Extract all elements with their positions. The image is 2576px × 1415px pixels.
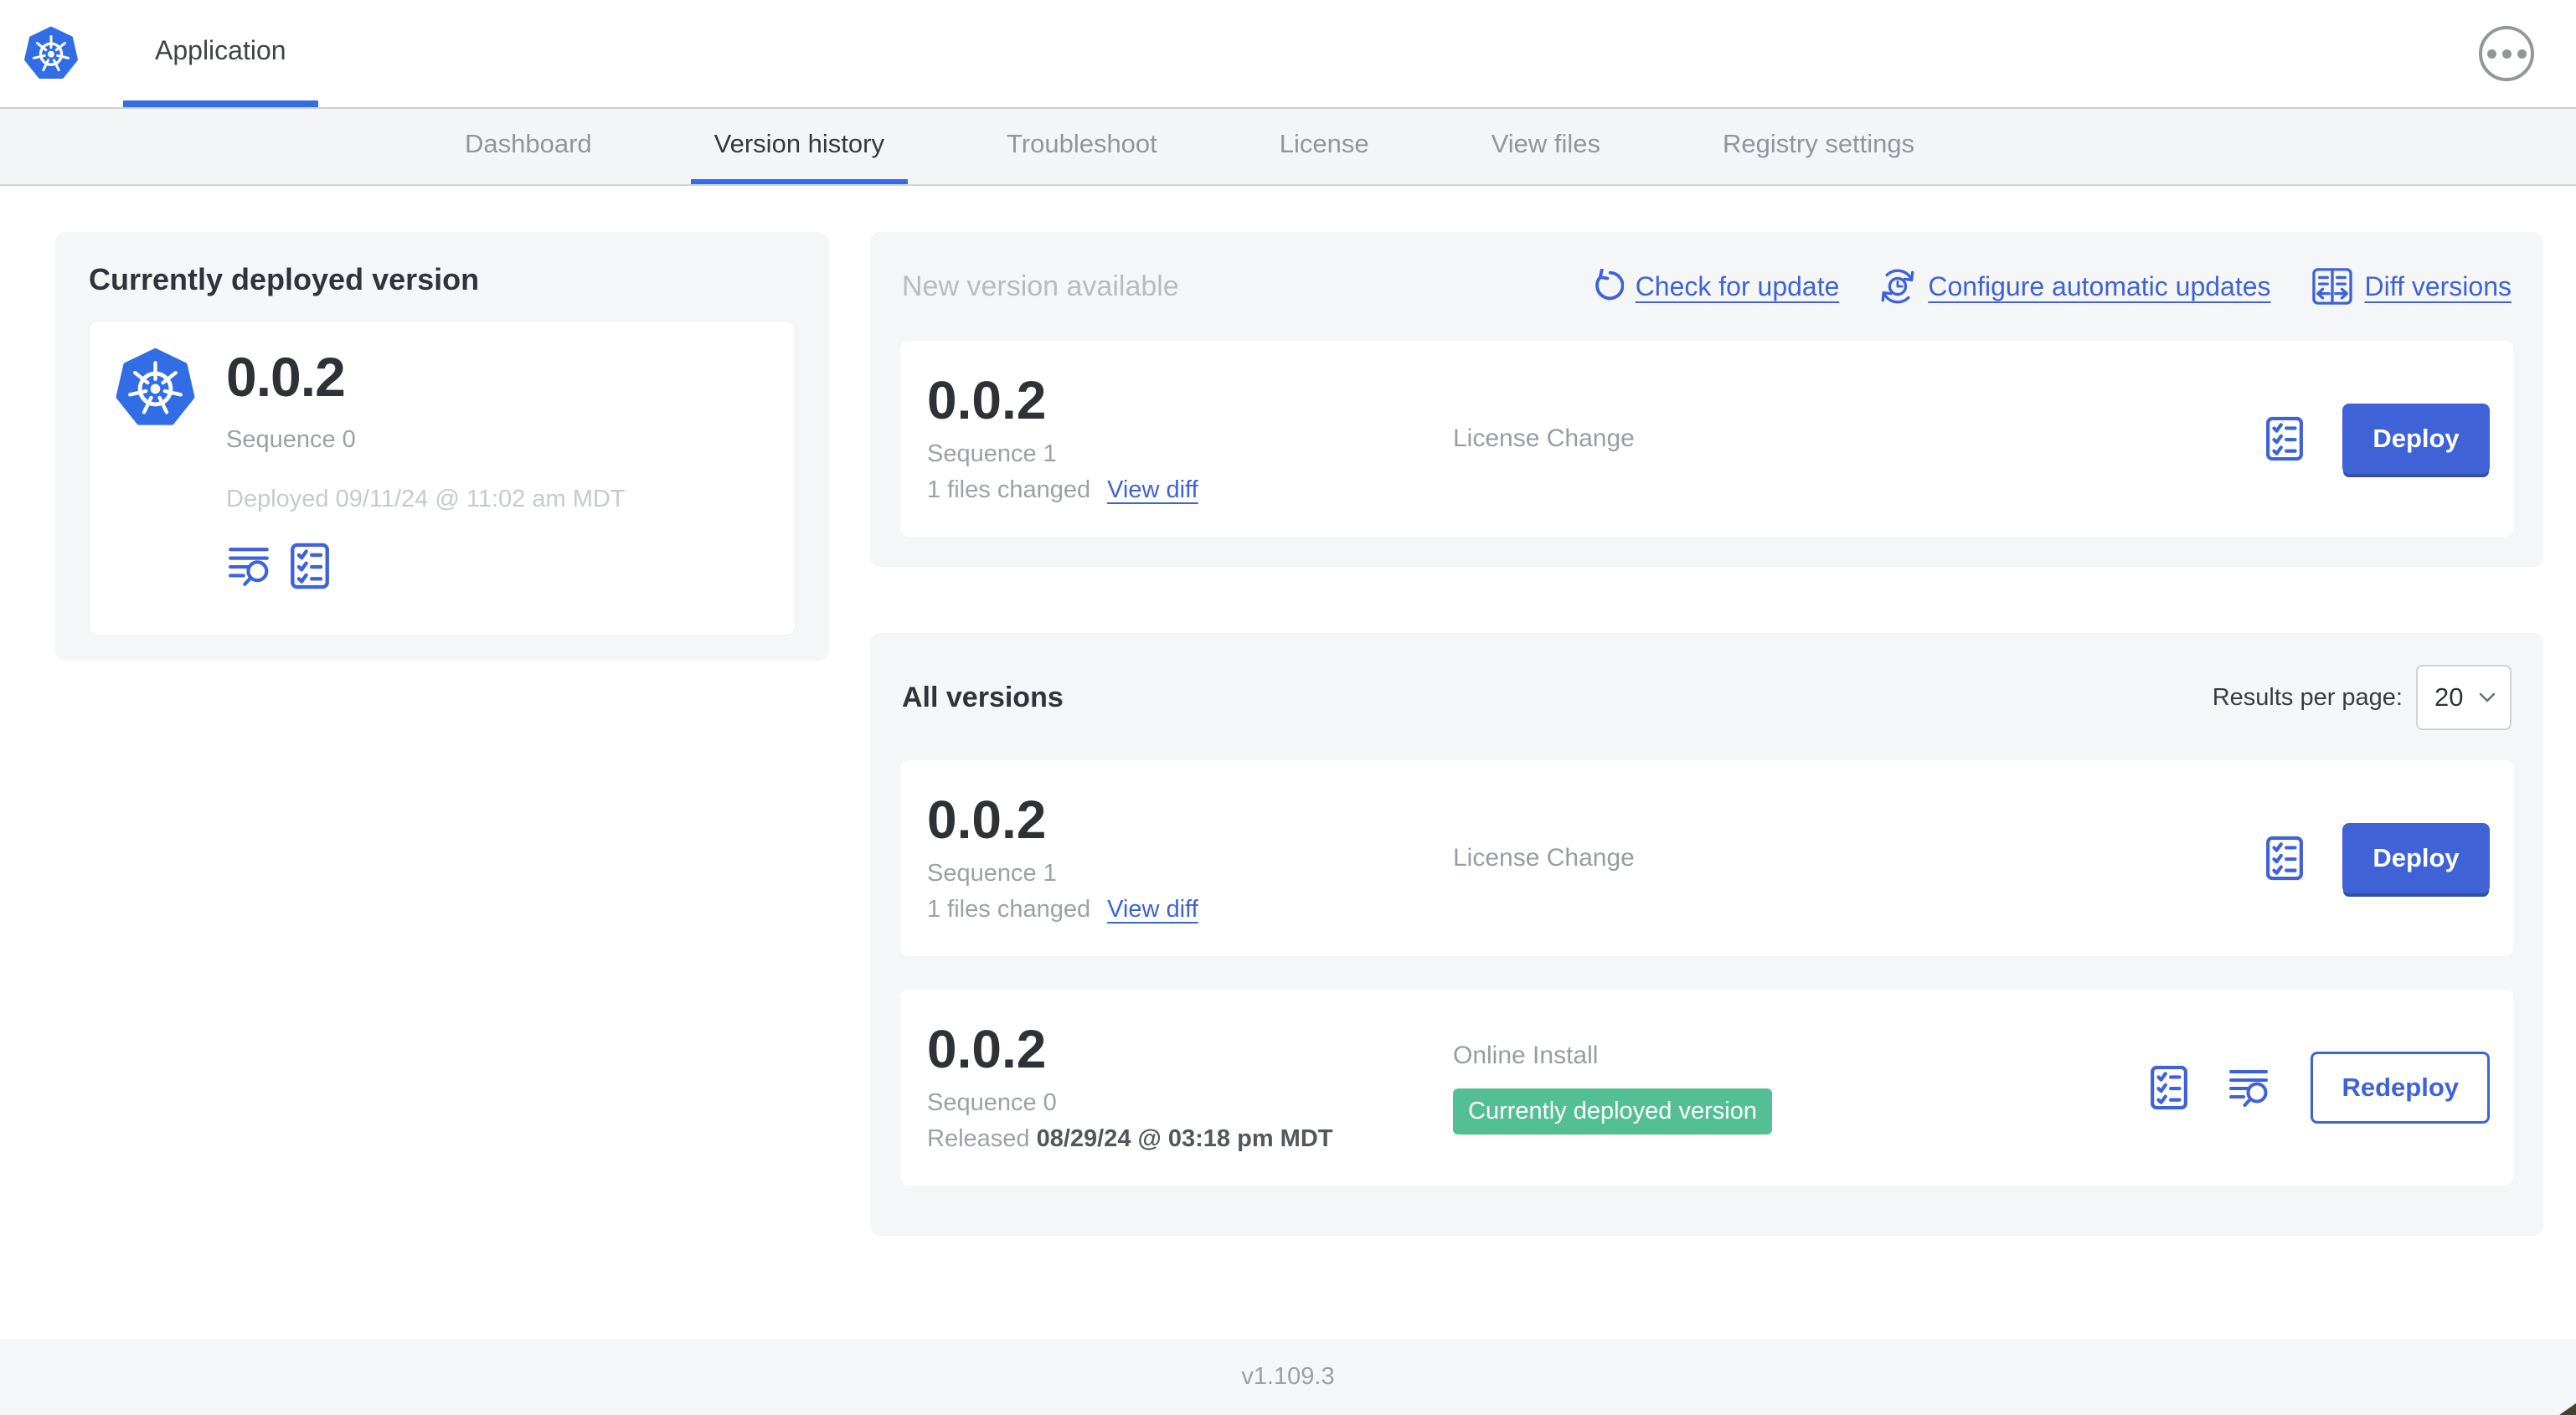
logs-icon (2229, 1070, 2269, 1107)
checklist-icon (2266, 836, 2303, 881)
more-menu-button[interactable] (2479, 26, 2534, 81)
app-tab-label: Application (155, 34, 286, 65)
new-version-header: New version available Check for update (902, 267, 2512, 306)
logs-icon (229, 548, 269, 587)
deploy-button[interactable]: Deploy (2342, 404, 2490, 474)
currently-deployed-card: 0.0.2 Sequence 0 Deployed 09/11/24 @ 11:… (89, 321, 796, 635)
new-version-row: 0.0.2 Sequence 1 1 files changed View di… (900, 341, 2513, 537)
version-number: 0.0.2 (927, 1019, 1047, 1079)
version-source-block: Online Install Currently deployed versio… (1453, 1042, 2150, 1135)
deploy-button[interactable]: Deploy (2342, 823, 2490, 893)
results-per-page-select[interactable]: 20 (2416, 665, 2512, 730)
view-logs-button[interactable] (226, 544, 273, 588)
version-row-actions: Redeploy (2150, 1052, 2490, 1124)
currently-deployed-badge: Currently deployed version (1453, 1088, 1772, 1135)
refresh-icon (1595, 269, 1624, 301)
preflight-checks-button[interactable] (2265, 415, 2304, 462)
files-changed-label: 1 files changed (927, 896, 1091, 923)
footer: v1.109.3 (0, 1339, 2576, 1415)
version-row-actions: Deploy (2265, 823, 2490, 893)
checklist-icon (2266, 416, 2303, 461)
tab-license[interactable]: License (1279, 129, 1369, 158)
all-versions-title: All versions (902, 681, 1064, 713)
currently-deployed-title: Currently deployed version (89, 262, 480, 296)
footer-version: v1.109.3 (1241, 1363, 1335, 1390)
tab-troubleshoot[interactable]: Troubleshoot (1006, 129, 1157, 158)
tab-dashboard[interactable]: Dashboard (465, 129, 592, 158)
clock-refresh-icon (1882, 269, 1914, 304)
sequence-label: Sequence 1 (927, 440, 1057, 467)
version-source-label: License Change (1453, 424, 1635, 452)
preflight-checks-button[interactable] (2265, 835, 2304, 882)
released-timestamp: Released 08/29/24 @ 03:18 pm MDT (927, 1125, 1453, 1153)
diff-versions-label: Diff versions (2364, 270, 2512, 301)
all-versions-panel: All versions Results per page: 20 0.0.2 … (870, 633, 2543, 1236)
secondary-nav: Dashboard Version history Troubleshoot L… (0, 107, 2576, 186)
results-per-page-value: 20 (2434, 682, 2464, 712)
view-logs-button[interactable] (2227, 1067, 2272, 1109)
preflight-checks-button[interactable] (290, 542, 330, 590)
app-tab-application[interactable]: Application (123, 0, 318, 107)
check-for-update-link[interactable]: Check for update (1589, 269, 1840, 304)
version-row-actions: Deploy (2265, 404, 2490, 474)
tab-version-history[interactable]: Version history (690, 109, 908, 184)
kubernetes-logo-icon (24, 26, 78, 80)
sequence-label: Sequence 1 (927, 860, 1057, 887)
all-versions-header: All versions Results per page: 20 (902, 665, 2512, 730)
version-info: 0.0.2 Sequence 0 Released 08/29/24 @ 03:… (927, 1022, 1453, 1153)
currently-deployed-info: 0.0.2 Sequence 0 Deployed 09/11/24 @ 11:… (226, 345, 626, 611)
version-source-label: License Change (1453, 844, 1635, 872)
configure-automatic-updates-link[interactable]: Configure automatic updates (1879, 268, 2271, 305)
sequence-label: Sequence 0 (226, 426, 356, 454)
app-header: Application (0, 0, 2576, 107)
released-date: 08/29/24 @ 03:18 pm MDT (1036, 1125, 1333, 1152)
released-prefix: Released (927, 1125, 1037, 1152)
files-changed-line: 1 files changed View diff (927, 896, 1453, 924)
version-source-label: Online Install (1453, 1041, 1599, 1069)
version-number: 0.0.2 (226, 346, 346, 408)
results-per-page-label: Results per page: (2212, 683, 2403, 711)
view-diff-link[interactable]: View diff (1107, 896, 1198, 923)
ellipsis-icon (2501, 49, 2512, 59)
cursor-artifact (2559, 1403, 2576, 1415)
update-links: Check for update Configure automatic upd… (1589, 267, 2512, 306)
ellipsis-icon (2517, 49, 2527, 59)
version-number: 0.0.2 (927, 370, 1047, 430)
main-content: Currently deployed version 0.0.2 Seq (0, 186, 2576, 1236)
preflight-checks-button[interactable] (2150, 1064, 2188, 1111)
version-number: 0.0.2 (927, 790, 1047, 850)
tab-registry-settings[interactable]: Registry settings (1723, 129, 1915, 158)
diff-versions-link[interactable]: Diff versions (2311, 267, 2512, 306)
version-row: 0.0.2 Sequence 1 1 files changed View di… (900, 760, 2513, 956)
diff-icon (2311, 268, 2352, 305)
checklist-icon (291, 543, 329, 589)
right-column: New version available Check for update (870, 232, 2543, 1236)
configure-automatic-updates-label: Configure automatic updates (1928, 270, 2271, 301)
app-logo (23, 0, 79, 107)
ellipsis-icon (2486, 49, 2496, 59)
new-version-title: New version available (902, 270, 1179, 302)
results-per-page: Results per page: 20 (2213, 665, 2512, 730)
version-info: 0.0.2 Sequence 1 1 files changed View di… (927, 793, 1453, 924)
redeploy-button[interactable]: Redeploy (2311, 1052, 2490, 1124)
version-info: 0.0.2 Sequence 1 1 files changed View di… (927, 373, 1453, 504)
sequence-label: Sequence 0 (927, 1089, 1057, 1116)
version-actions (226, 542, 626, 590)
files-changed-line: 1 files changed View diff (927, 476, 1453, 504)
files-changed-label: 1 files changed (927, 476, 1091, 503)
check-for-update-label: Check for update (1635, 270, 1840, 301)
view-diff-link[interactable]: View diff (1107, 476, 1198, 503)
new-version-panel: New version available Check for update (870, 232, 2543, 567)
tab-view-files[interactable]: View files (1491, 129, 1601, 158)
currently-deployed-panel: Currently deployed version 0.0.2 Seq (55, 232, 829, 661)
checklist-icon (2151, 1065, 2188, 1110)
kubernetes-app-icon (116, 347, 195, 425)
deployed-timestamp: Deployed 09/11/24 @ 11:02 am MDT (226, 486, 626, 513)
version-row: 0.0.2 Sequence 0 Released 08/29/24 @ 03:… (900, 990, 2513, 1186)
chevron-down-icon (2479, 692, 2496, 702)
